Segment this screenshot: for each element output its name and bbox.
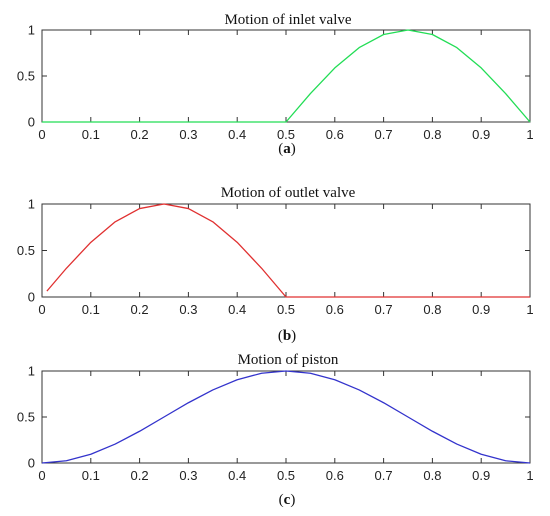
x-tick-label: 0.4 <box>228 468 246 483</box>
x-tick-label: 0.9 <box>472 468 490 483</box>
chart-title: Motion of inlet valve <box>224 12 351 28</box>
panel-caption: (a) <box>278 141 296 157</box>
x-tick-label: 1 <box>526 468 533 483</box>
plot-area-frame <box>41 29 531 123</box>
x-tick-label: 0 <box>38 302 45 317</box>
x-tick-label: 0.4 <box>228 127 246 142</box>
x-tick-label: 0.8 <box>423 127 441 142</box>
x-tick-label: 0.8 <box>423 468 441 483</box>
y-tick-label: 0 <box>28 115 35 130</box>
y-tick-label: 0 <box>28 456 35 471</box>
x-tick-label: 0.7 <box>375 468 393 483</box>
x-tick-label: 0.3 <box>179 468 197 483</box>
y-tick-label: 0 <box>28 290 35 305</box>
x-tick-label: 0.5 <box>277 302 295 317</box>
x-tick-label: 0.7 <box>375 302 393 317</box>
x-tick-label: 0.7 <box>375 127 393 142</box>
x-tick-label: 0 <box>38 468 45 483</box>
plot-area-frame <box>41 203 531 298</box>
x-tick-label: 0.1 <box>82 468 100 483</box>
chart-panel-2: 0 0.1 0.2 0.3 0.4 0.5 0.6 0.7 0.8 0.9 1 0 0.5 1 Motion… <box>17 185 534 344</box>
x-tick-label: 0.1 <box>82 302 100 317</box>
x-tick-label: 0.2 <box>131 468 149 483</box>
x-tick-label: 0.6 <box>326 468 344 483</box>
series-line-1 <box>41 370 531 464</box>
x-tick-label: 0.1 <box>82 127 100 142</box>
panel-caption: (b) <box>278 328 296 344</box>
y-tick-label: 0.5 <box>17 410 35 425</box>
x-tick-label: 1 <box>526 302 533 317</box>
y-tick-label: 0.5 <box>17 243 35 258</box>
x-tick-label: 0.9 <box>472 127 490 142</box>
x-tick-label: 0.5 <box>277 127 295 142</box>
series-line-1 <box>42 29 531 123</box>
chart-title: Motion of piston <box>238 352 339 368</box>
y-tick-label: 1 <box>28 364 35 379</box>
x-tick-label: 0.2 <box>131 302 149 317</box>
y-tick-label: 0.5 <box>17 69 35 84</box>
x-tick-label: 0.6 <box>326 302 344 317</box>
x-tick-label: 0.4 <box>228 302 246 317</box>
chart-panel-3: 0 0.1 0.2 0.3 0.4 0.5 0.6 0.7 0.8 0.9 1 0 0.5 1 Motion… <box>17 352 534 508</box>
chart-panel-1: 0 0.1 0.2 0.3 0.4 0.5 0.6 0.7 0.8 0.9 1 0 0.5 1 Motion… <box>17 12 534 157</box>
x-tick-label: 0.2 <box>131 127 149 142</box>
x-tick-label: 0.8 <box>423 302 441 317</box>
series-line-1 <box>46 203 530 298</box>
chart-title: Motion of outlet valve <box>221 185 356 201</box>
x-tick-label: 0.5 <box>277 468 295 483</box>
x-tick-label: 0 <box>38 127 45 142</box>
x-tick-label: 0.9 <box>472 302 490 317</box>
x-tick-label: 0.3 <box>179 127 197 142</box>
panel-caption: (c) <box>279 492 296 508</box>
x-tick-label: 1 <box>526 127 533 142</box>
x-tick-label: 0.3 <box>179 302 197 317</box>
y-tick-label: 1 <box>28 197 35 212</box>
x-tick-label: 0.6 <box>326 127 344 142</box>
y-tick-label: 1 <box>28 23 35 38</box>
plot-area-frame <box>41 370 531 464</box>
